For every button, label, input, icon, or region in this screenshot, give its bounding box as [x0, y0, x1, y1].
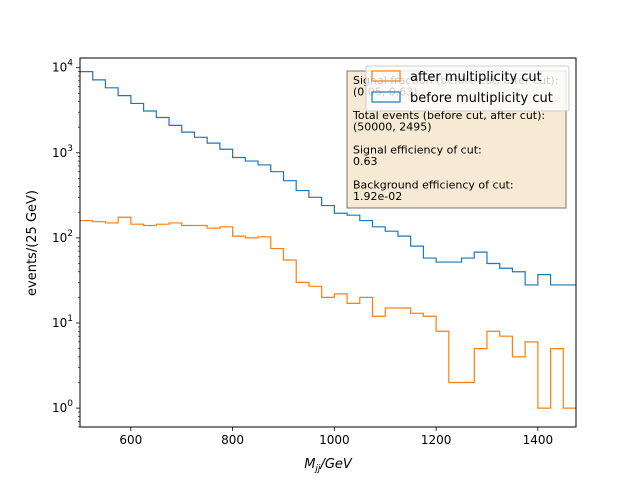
y-axis-label: events/(25 GeV): [25, 190, 40, 296]
annotation-line: Signal efficiency of cut:: [353, 144, 482, 157]
x-axis-label-main: M: [304, 457, 315, 472]
legend-background: [365, 65, 570, 112]
legend-label-after: after multiplicity cut: [410, 70, 542, 85]
annotation-line: (50000, 2495): [353, 120, 432, 133]
y-tick-label: 102: [52, 229, 73, 245]
annotation-line: 0.63: [353, 155, 378, 168]
x-axis-label-unit: /GeV: [319, 457, 352, 472]
plot-frame: [79, 57, 577, 428]
x-tick-label: 1000: [319, 433, 350, 447]
legend: after multiplicity cut before multiplici…: [365, 65, 570, 112]
legend-entry-before: before multiplicity cut: [371, 91, 553, 106]
annotation-line: Total events (before cut, after cut):: [352, 109, 545, 122]
x-axis-label-subscript: jj: [313, 464, 321, 474]
series-before-step-line: [80, 70, 576, 286]
annotation-line: Background efficiency of cut:: [353, 178, 514, 191]
x-axis-label: Mjj/GeV: [304, 457, 353, 474]
x-tick-label: 1200: [421, 433, 452, 447]
x-tick-label: 1400: [523, 433, 554, 447]
y-tick-label: 104: [52, 59, 73, 75]
y-axis: 100 101 102 103 104: [52, 59, 80, 428]
legend-entry-after: after multiplicity cut: [371, 70, 542, 85]
y-tick-label: 101: [52, 314, 73, 330]
legend-swatch-before: [371, 91, 401, 103]
annotation-line: 1.92e-02: [353, 190, 402, 203]
x-tick-label: 600: [119, 433, 142, 447]
legend-swatch-after: [371, 70, 401, 82]
x-axis: 600 800 1000 1200 1400: [119, 427, 553, 447]
legend-label-before: before multiplicity cut: [410, 91, 553, 106]
y-tick-label: 100: [52, 399, 73, 415]
y-tick-label: 103: [52, 144, 73, 160]
x-tick-label: 800: [221, 433, 244, 447]
plot-content: [80, 70, 576, 409]
series-after-step-line: [80, 216, 576, 409]
